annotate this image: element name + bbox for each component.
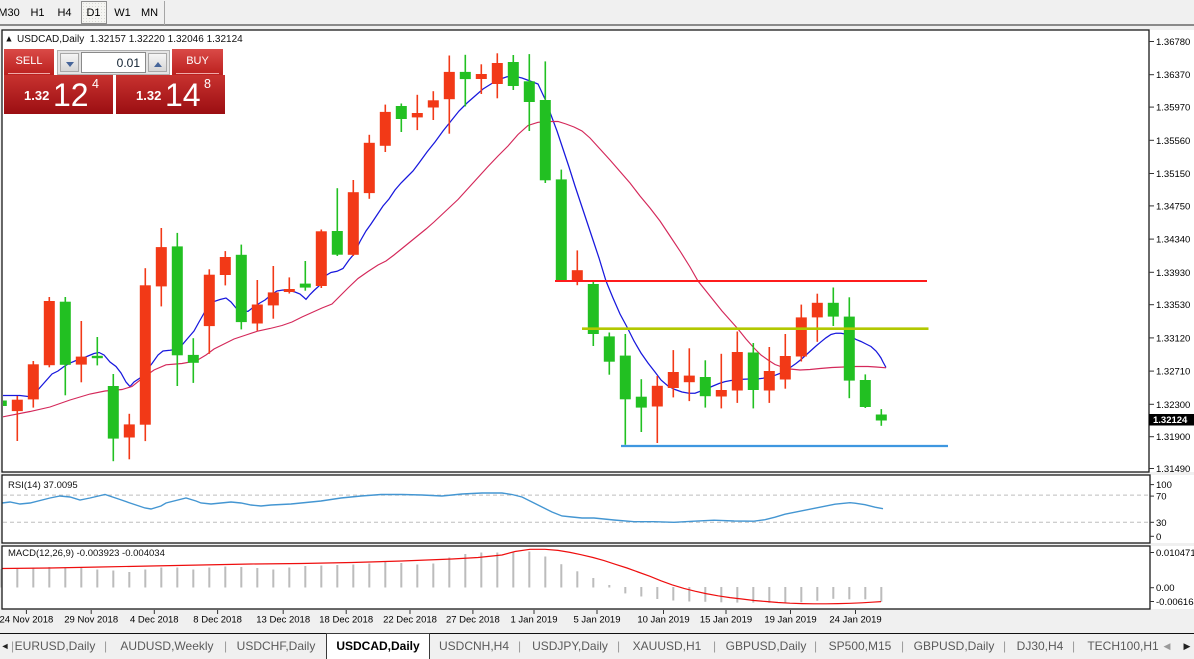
svg-text:1.31490: 1.31490 [1156, 464, 1190, 475]
svg-text:MACD(12,26,9) -0.003923 -0.004: MACD(12,26,9) -0.003923 -0.004034 [8, 548, 165, 559]
svg-text:24 Nov 2018: 24 Nov 2018 [0, 615, 53, 626]
svg-text:0.010471: 0.010471 [1156, 548, 1194, 559]
svg-text:1.34750: 1.34750 [1156, 201, 1190, 212]
svg-text:1.35970: 1.35970 [1156, 103, 1190, 114]
svg-text:1.36780: 1.36780 [1156, 37, 1190, 48]
svg-text:100: 100 [1156, 480, 1172, 491]
svg-text:▲: ▲ [5, 34, 14, 44]
svg-text:1.36370: 1.36370 [1156, 70, 1190, 81]
svg-text:1.35150: 1.35150 [1156, 169, 1190, 180]
svg-text:24 Jan 2019: 24 Jan 2019 [829, 615, 881, 626]
svg-text:18 Dec 2018: 18 Dec 2018 [319, 615, 373, 626]
svg-text:1.32710: 1.32710 [1156, 367, 1190, 378]
svg-text:13 Dec 2018: 13 Dec 2018 [256, 615, 310, 626]
svg-text:27 Dec 2018: 27 Dec 2018 [446, 615, 500, 626]
svg-text:1.32124: 1.32124 [1153, 415, 1188, 426]
svg-text:1.33930: 1.33930 [1156, 268, 1190, 279]
svg-text:0.00: 0.00 [1156, 583, 1175, 594]
svg-text:8 Dec 2018: 8 Dec 2018 [193, 615, 242, 626]
svg-text:5 Jan 2019: 5 Jan 2019 [573, 615, 620, 626]
svg-text:10 Jan 2019: 10 Jan 2019 [637, 615, 689, 626]
svg-text:19 Jan 2019: 19 Jan 2019 [764, 615, 816, 626]
svg-text:1.33120: 1.33120 [1156, 333, 1190, 344]
svg-text:RSI(14) 37.0095: RSI(14) 37.0095 [8, 480, 78, 491]
svg-text:1.33530: 1.33530 [1156, 300, 1190, 311]
svg-text:70: 70 [1156, 492, 1167, 503]
svg-text:1.31900: 1.31900 [1156, 432, 1190, 443]
svg-text:1.32300: 1.32300 [1156, 400, 1190, 411]
svg-text:4 Dec 2018: 4 Dec 2018 [130, 615, 179, 626]
svg-text:1.35560: 1.35560 [1156, 136, 1190, 147]
svg-text:29 Nov 2018: 29 Nov 2018 [64, 615, 118, 626]
svg-text:0: 0 [1156, 532, 1161, 543]
svg-text:15 Jan 2019: 15 Jan 2019 [700, 615, 752, 626]
svg-text:1 Jan 2019: 1 Jan 2019 [510, 615, 557, 626]
svg-text:22 Dec 2018: 22 Dec 2018 [383, 615, 437, 626]
svg-text:30: 30 [1156, 518, 1167, 529]
svg-text:1.34340: 1.34340 [1156, 235, 1190, 246]
svg-text:USDCAD,Daily 1.32157 1.32220: USDCAD,Daily 1.32157 1.32220 1.32046 1.3… [17, 34, 243, 45]
svg-text:-0.006164: -0.006164 [1156, 597, 1194, 608]
